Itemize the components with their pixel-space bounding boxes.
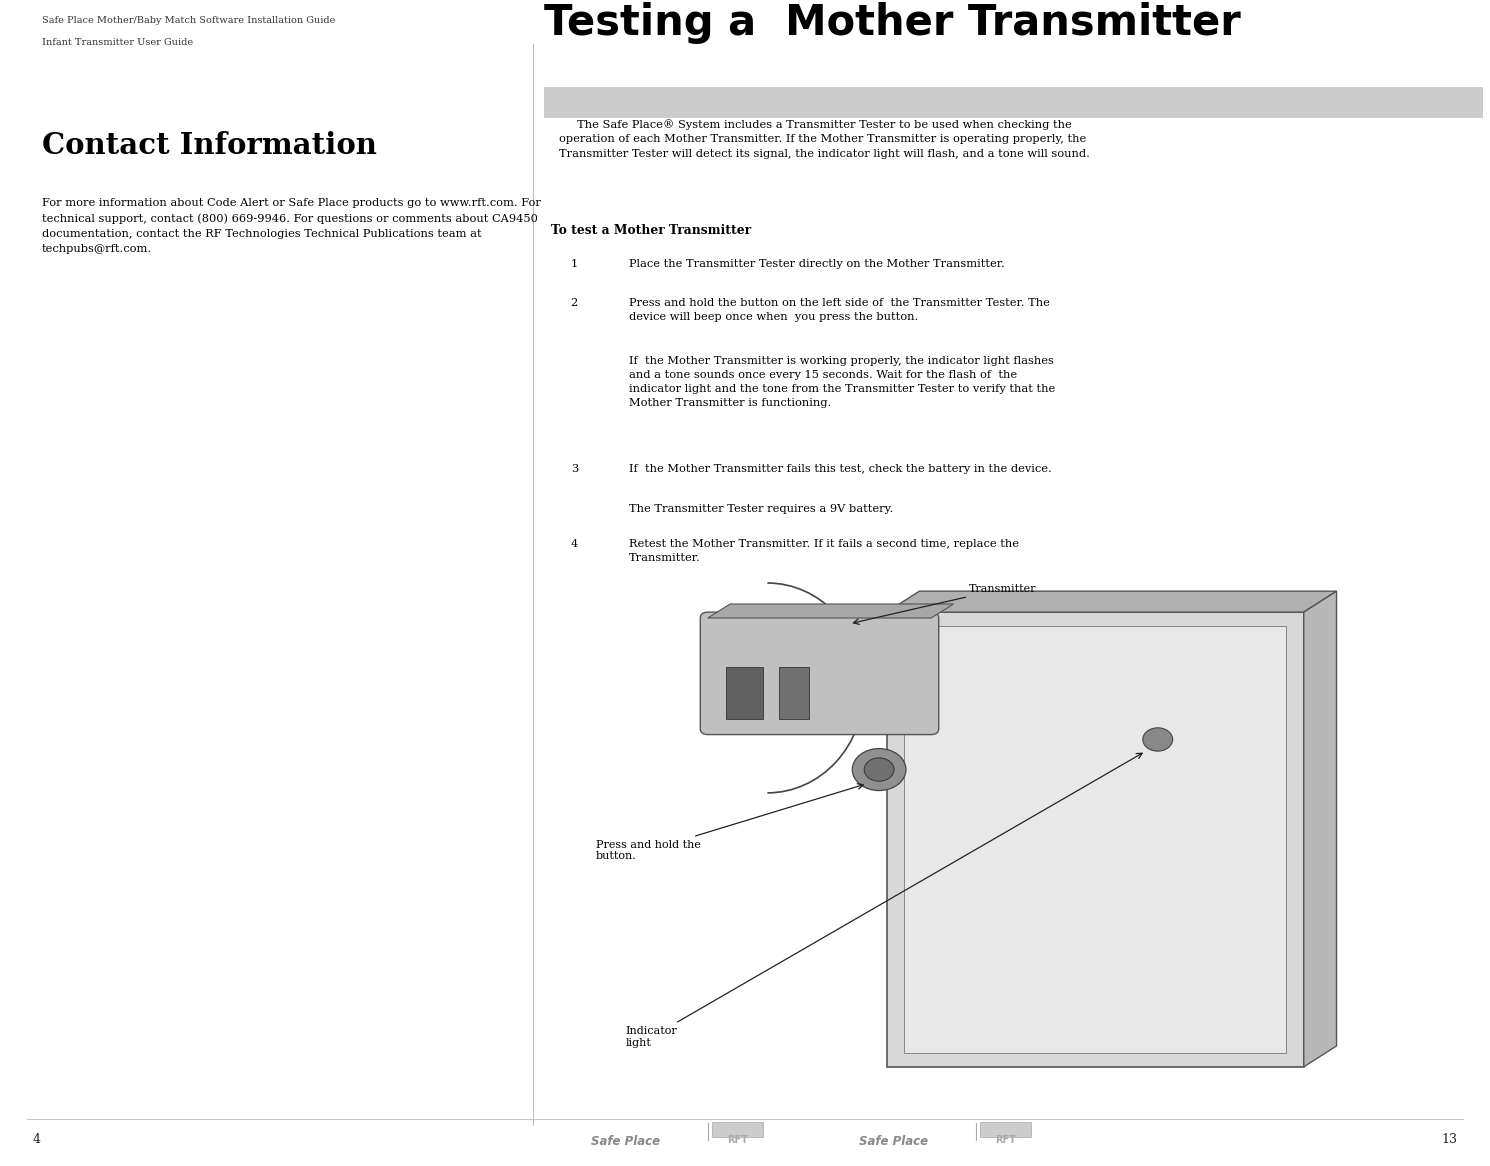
FancyBboxPatch shape <box>980 1122 1031 1137</box>
Text: RFT: RFT <box>727 1135 748 1145</box>
Text: 13: 13 <box>1441 1133 1457 1146</box>
Text: 4: 4 <box>571 539 578 549</box>
Text: 3: 3 <box>571 464 578 475</box>
Text: Transmitter: Transmitter <box>854 584 1036 624</box>
Text: 1: 1 <box>571 259 578 269</box>
Text: To test a Mother Transmitter: To test a Mother Transmitter <box>551 224 751 237</box>
Text: Place the Transmitter Tester directly on the Mother Transmitter.: Place the Transmitter Tester directly on… <box>629 259 1004 269</box>
Text: Indicator
light: Indicator light <box>626 753 1143 1048</box>
Text: Safe Place: Safe Place <box>592 1135 660 1147</box>
Text: Safe Place: Safe Place <box>860 1135 928 1147</box>
Circle shape <box>852 749 906 791</box>
Text: If  the Mother Transmitter fails this test, check the battery in the device.: If the Mother Transmitter fails this tes… <box>629 464 1052 475</box>
FancyBboxPatch shape <box>904 626 1286 1053</box>
Circle shape <box>1143 728 1173 751</box>
Text: Testing a  Mother Transmitter: Testing a Mother Transmitter <box>544 2 1241 44</box>
Text: 2: 2 <box>571 298 578 309</box>
FancyBboxPatch shape <box>779 667 809 719</box>
Text: Retest the Mother Transmitter. If it fails a second time, replace the
Transmitte: Retest the Mother Transmitter. If it fai… <box>629 539 1019 563</box>
Text: Contact Information: Contact Information <box>42 131 377 160</box>
Text: Safe Place Mother/Baby Match Software Installation Guide: Safe Place Mother/Baby Match Software In… <box>42 16 335 26</box>
Text: For more information about Code Alert or Safe Place products go to www.rft.com. : For more information about Code Alert or… <box>42 198 541 253</box>
Text: 4: 4 <box>33 1133 40 1146</box>
Text: Press and hold the
button.: Press and hold the button. <box>596 784 863 862</box>
FancyBboxPatch shape <box>700 612 939 735</box>
Text: Press and hold the button on the left side of  the Transmitter Tester. The
devic: Press and hold the button on the left si… <box>629 298 1049 323</box>
Polygon shape <box>1304 591 1337 1067</box>
Text: Infant Transmitter User Guide: Infant Transmitter User Guide <box>42 38 192 48</box>
FancyBboxPatch shape <box>712 1122 763 1137</box>
Polygon shape <box>708 604 954 618</box>
FancyBboxPatch shape <box>726 667 763 719</box>
Text: The Safe Place® System includes a Transmitter Tester to be used when checking th: The Safe Place® System includes a Transm… <box>559 119 1089 159</box>
FancyBboxPatch shape <box>887 612 1304 1067</box>
Text: RFT: RFT <box>995 1135 1016 1145</box>
Polygon shape <box>887 591 1337 612</box>
Bar <box>544 87 1483 118</box>
Text: If  the Mother Transmitter is working properly, the indicator light flashes
and : If the Mother Transmitter is working pro… <box>629 356 1055 408</box>
Circle shape <box>864 758 894 781</box>
Text: The Transmitter Tester requires a 9V battery.: The Transmitter Tester requires a 9V bat… <box>629 504 893 514</box>
